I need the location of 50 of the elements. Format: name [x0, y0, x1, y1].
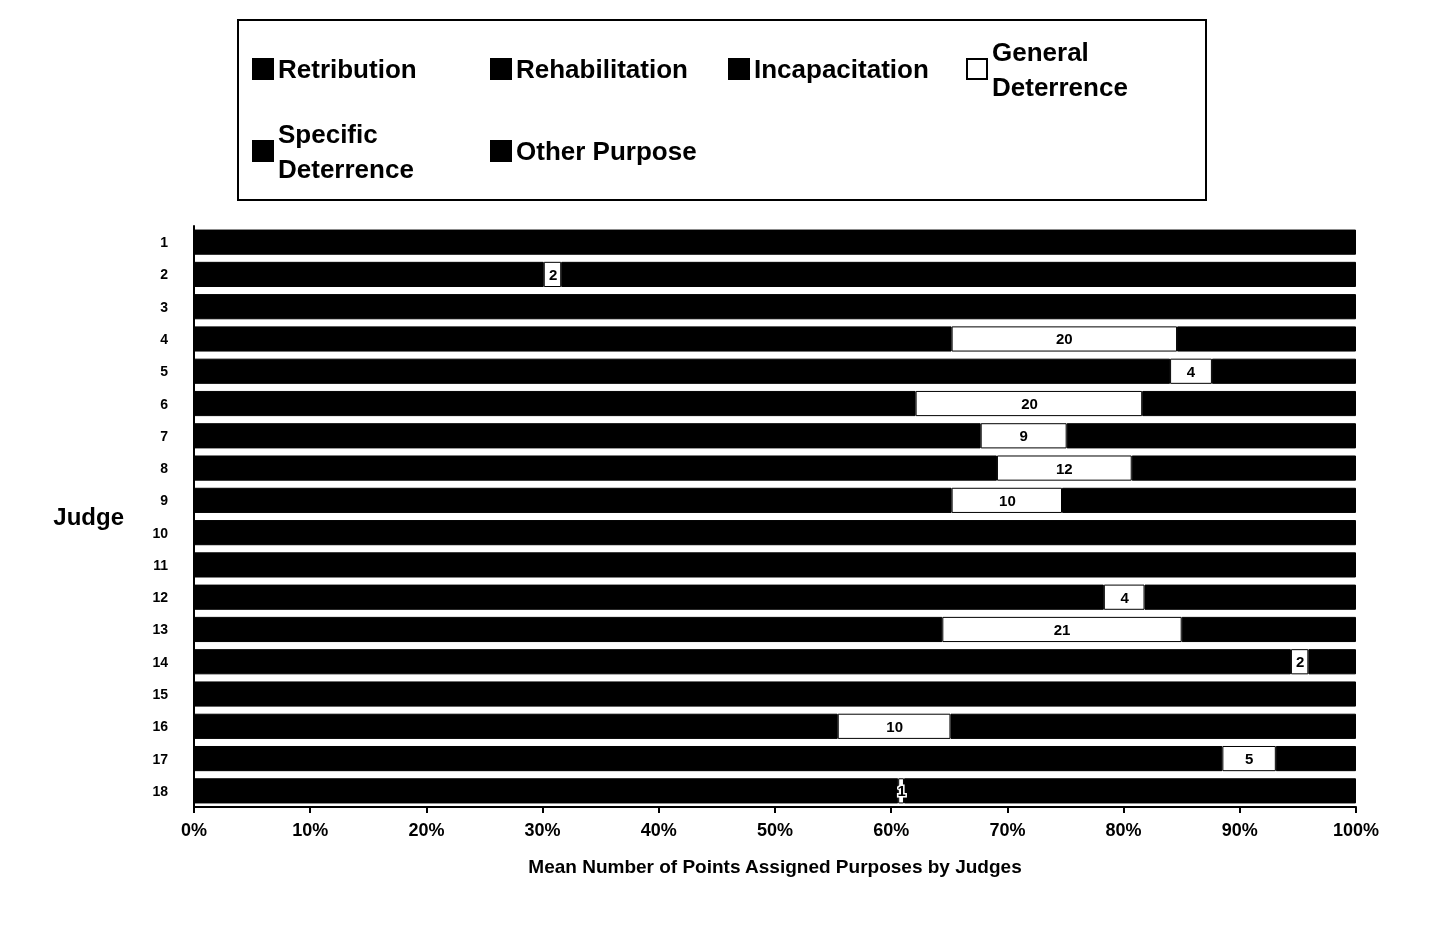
annotation: 4	[1186, 362, 1196, 380]
legend-label: Retribution	[278, 54, 417, 84]
y-tick-label: 10	[152, 524, 169, 541]
annotation: 20	[1021, 395, 1038, 413]
y-tick-label: 16	[152, 718, 169, 735]
legend-label: Incapacitation	[754, 54, 929, 84]
legend-label: Rehabilitation	[516, 54, 688, 84]
y-tick-label: 18	[152, 782, 169, 799]
x-tick-label: 100%	[1332, 820, 1380, 840]
y-axis-title: Judge	[53, 503, 124, 530]
x-tick-label: 20%	[408, 820, 445, 840]
legend-label: Specific Deterrence	[278, 118, 414, 184]
y-tick-label: 1	[160, 234, 169, 251]
y-tick-label: 8	[160, 460, 169, 477]
annotation: 20	[1055, 330, 1073, 348]
y-tick-label: 15	[152, 686, 169, 703]
annotation: 9	[1019, 427, 1028, 445]
annotation: 2	[548, 265, 558, 283]
x-tick-label: 80%	[1105, 820, 1142, 840]
x-tick-label: 30%	[524, 820, 561, 840]
annotation: 10	[999, 491, 1016, 509]
y-tick-label: 2	[160, 266, 169, 283]
x-tick-label: 10%	[292, 820, 329, 840]
annotation: 12	[1055, 459, 1073, 477]
y-tick-label: 17	[152, 750, 169, 767]
annotation: 21	[1053, 620, 1071, 638]
x-tick-label: 0%	[180, 820, 208, 840]
x-tick-label: 90%	[1221, 820, 1258, 840]
y-tick-label: 11	[153, 556, 169, 573]
y-tick-label: 13	[152, 621, 169, 638]
x-tick-label: 50%	[756, 820, 794, 840]
x-tick-label: 60%	[873, 820, 910, 840]
y-tick-label: 12	[152, 589, 169, 606]
legend-label: Other Purpose	[516, 136, 697, 166]
annotation: 2	[1296, 653, 1305, 671]
x-tick-label: 40%	[640, 820, 677, 840]
y-tick-label: 14	[152, 653, 169, 670]
y-tick-label: 7	[160, 427, 169, 444]
x-axis-title: Mean Number of Points Assigned Purposes by Judges	[528, 856, 1022, 877]
annotation: 4	[1120, 588, 1130, 606]
legend-label: General Deterrence	[992, 36, 1128, 102]
y-tick-label: 5	[160, 363, 169, 380]
y-tick-label: 3	[160, 298, 169, 315]
annotation: 5	[1244, 750, 1254, 768]
y-tick-label: 4	[160, 330, 169, 347]
annotation: 1	[897, 782, 906, 800]
y-tick-label: 6	[160, 395, 169, 412]
y-tick-label: 9	[160, 492, 169, 509]
x-tick-label: 70%	[989, 820, 1026, 840]
annotation: 10	[886, 717, 904, 735]
